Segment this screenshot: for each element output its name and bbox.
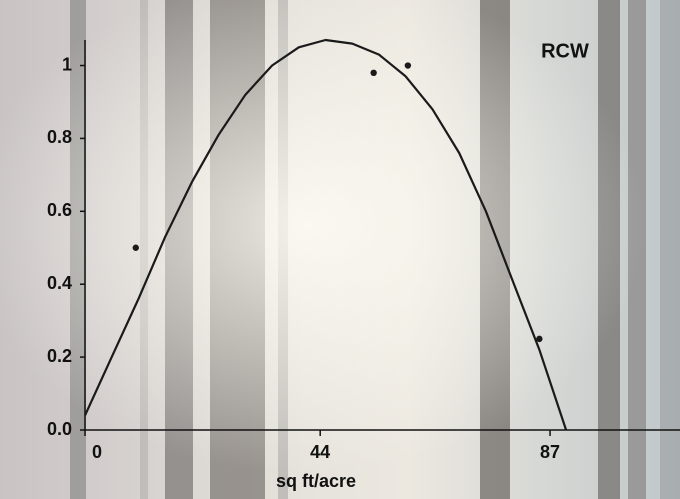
x-axis-label: sq ft/acre (276, 471, 356, 491)
point (370, 69, 377, 77)
x-tick-label: 0 (92, 442, 102, 462)
chart-title: RCW (541, 40, 589, 62)
y-tick-label: 0.8 (47, 127, 72, 147)
x-tick-label: 87 (540, 442, 560, 462)
point (404, 62, 412, 69)
y-tick-label: 0.4 (47, 273, 72, 293)
y-tick-label: 1 (62, 54, 72, 74)
fit-curve (83, 38, 568, 431)
point (536, 335, 543, 343)
point (132, 244, 139, 251)
x-tick-label: 44 (310, 442, 330, 462)
y-tick-label: 0.0 (47, 419, 72, 439)
y-tick-label: 0.6 (47, 200, 72, 220)
y-tick-label: 0.2 (47, 346, 72, 366)
